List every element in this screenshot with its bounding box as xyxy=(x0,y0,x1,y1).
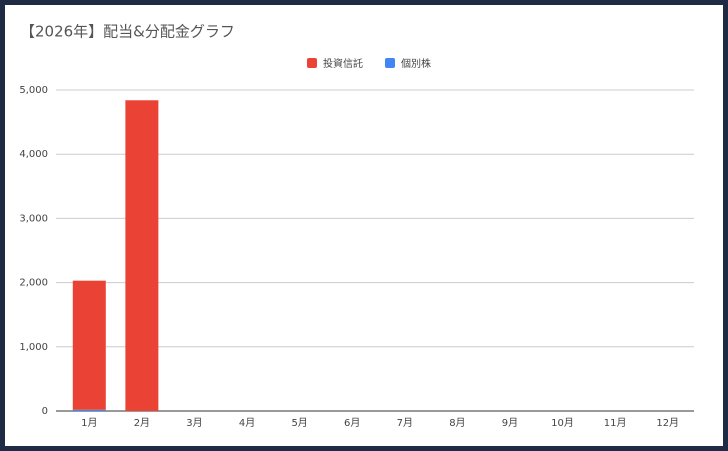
legend-label: 投資信託 xyxy=(323,57,363,70)
bar xyxy=(125,100,159,411)
bar xyxy=(72,280,106,410)
y-tick-label: 1,000 xyxy=(19,342,48,353)
y-tick-label: 0 xyxy=(42,406,48,417)
y-tick-label: 3,000 xyxy=(19,213,48,224)
y-tick-label: 5,000 xyxy=(19,85,48,96)
legend-label: 個別株 xyxy=(401,57,431,70)
x-tick-label: 7月 xyxy=(397,417,413,429)
x-tick-label: 11月 xyxy=(604,417,627,429)
y-tick-label: 4,000 xyxy=(19,149,48,160)
x-tick-label: 12月 xyxy=(656,417,679,429)
bar xyxy=(72,409,106,411)
legend-swatch xyxy=(307,58,317,68)
x-tick-label: 2月 xyxy=(134,417,150,429)
x-tick-label: 10月 xyxy=(551,417,574,429)
x-tick-label: 6月 xyxy=(344,417,360,429)
x-tick-label: 4月 xyxy=(239,417,255,429)
chart-title: 【2026年】配当&分配金グラフ xyxy=(20,23,235,41)
y-tick-label: 2,000 xyxy=(19,278,48,289)
x-tick-label: 9月 xyxy=(502,417,518,429)
x-tick-label: 8月 xyxy=(449,417,465,429)
legend-swatch xyxy=(385,58,395,68)
x-tick-label: 1月 xyxy=(81,417,97,429)
chart-background xyxy=(5,5,723,446)
x-tick-label: 5月 xyxy=(291,417,307,429)
x-tick-label: 3月 xyxy=(186,417,202,429)
